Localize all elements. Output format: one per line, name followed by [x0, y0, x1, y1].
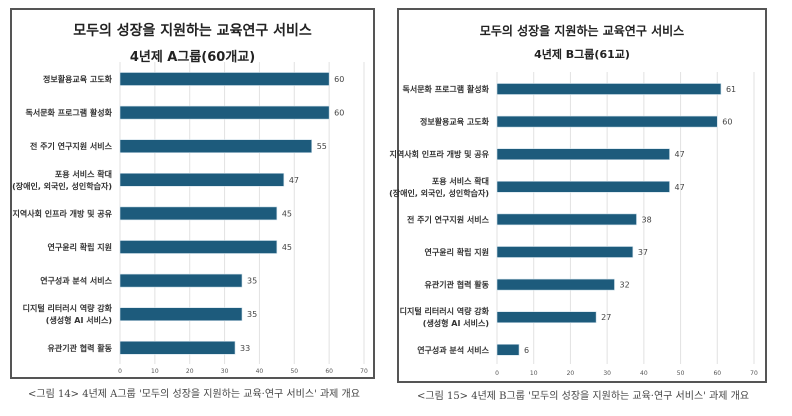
- chart-a-bar: [119, 173, 285, 187]
- chart-b-bar: [496, 311, 597, 324]
- chart-a-category-label: 지역사회 인프라 개방 및 공유: [13, 208, 113, 218]
- chart-b-caption: <그림 15> 4년제 B그룹 '모두의 성장을 지원하는 교육·연구 서비스'…: [417, 391, 750, 402]
- chart-a-data-label: 45: [282, 243, 292, 252]
- chart-a-bar: [119, 139, 313, 153]
- chart-a-bar: [119, 307, 243, 322]
- chart-b-x-tick-label: 0: [495, 370, 499, 377]
- chart-b-category-label: 연구성과 분석 서비스: [417, 345, 489, 355]
- chart-b-bar: [496, 246, 634, 258]
- chart-a-caption: <그림 14> 4년제 A그룹 '모두의 성장을 지원하는 교육·연구 서비스'…: [28, 389, 360, 400]
- chart-b-bar: [496, 278, 615, 291]
- chart-a-category-label: 연구성과 분석 서비스: [40, 276, 112, 286]
- chart-a-data-label: 47: [289, 176, 299, 185]
- chart-b-category-label: 유관기관 협력 활동: [425, 280, 490, 290]
- chart-a-x-tick-label: 10: [151, 368, 159, 375]
- chart-a-bar: [119, 72, 330, 86]
- chart-b-x-tick-label: 30: [603, 370, 611, 377]
- chart-a-category-label: 독서문화 프로그램 활성화: [25, 108, 112, 118]
- chart-a-data-label: 35: [247, 277, 257, 286]
- chart-b-x-tick-label: 60: [713, 370, 721, 377]
- chart-b-bar: [496, 213, 637, 226]
- chart-a-x-tick-label: 50: [290, 368, 298, 375]
- chart-b-x-tick-label: 10: [530, 370, 538, 377]
- chart-a-category-label: 디지털 리터러시 역량 강화: [23, 303, 113, 313]
- chart-a-bar: [119, 273, 243, 288]
- chart-b-data-label: 47: [675, 183, 685, 192]
- chart-b-x-tick-label: 70: [750, 370, 758, 377]
- chart-b-category-label: 정보활용교육 고도화: [420, 117, 490, 127]
- chart-a-x-tick-label: 60: [325, 368, 333, 375]
- chart-a-x-tick-label: 0: [118, 368, 122, 375]
- chart-b-data-label: 61: [726, 85, 736, 94]
- chart-a-bar: [119, 105, 330, 120]
- chart-a-x-tick-label: 30: [221, 368, 229, 375]
- chart-b-data-label: 37: [638, 248, 648, 257]
- chart-a-data-label: 35: [247, 310, 257, 319]
- chart-b-data-label: 27: [601, 313, 611, 322]
- chart-a-category-label: (생성형 AI 서비스): [46, 315, 112, 325]
- chart-a-category-label: (장애인, 외국인, 성인학습자): [12, 181, 112, 191]
- chart-a-category-label: 전 주기 연구지원 서비스: [30, 141, 113, 151]
- chart-a-data-label: 60: [334, 75, 344, 84]
- chart-a-x-tick-label: 40: [256, 368, 264, 375]
- chart-b-subtitle: 4년제 B그룹(61교): [534, 48, 630, 61]
- chart-a-bar: [119, 340, 236, 355]
- chart-b-data-label: 32: [619, 281, 629, 290]
- chart-b-x-tick-label: 50: [677, 370, 685, 377]
- chart-a-category-label: 정보활용교육 고도화: [43, 74, 113, 84]
- chart-b-data-label: 60: [722, 118, 732, 127]
- chart-b-data-label: 6: [524, 346, 529, 355]
- chart-b-bar: [496, 181, 670, 193]
- chart-b-x-tick-label: 20: [567, 370, 575, 377]
- chart-b-bar: [496, 115, 718, 128]
- chart-a-bar: [119, 240, 278, 254]
- chart-a-x-tick-label: 20: [186, 368, 194, 375]
- chart-a-data-label: 55: [317, 142, 327, 151]
- chart-a-bar: [119, 206, 278, 221]
- chart-a-category-label: 포용 서비스 확대: [55, 169, 112, 179]
- chart-a-title: 모두의 성장을 지원하는 교육연구 서비스: [73, 23, 312, 39]
- chart-a-data-label: 33: [240, 344, 250, 353]
- chart-a-x-tick-label: 70: [360, 368, 368, 375]
- chart-a-subtitle: 4년제 A그룹(60개교): [129, 50, 256, 65]
- chart-b-category-label: 포용 서비스 확대: [432, 176, 489, 186]
- chart-a-category-label: 연구윤리 확립 지원: [48, 242, 112, 252]
- chart-b-category-label: 전 주기 연구지원 서비스: [407, 214, 490, 224]
- chart-b-bar: [496, 343, 520, 356]
- chart-b-bar: [496, 148, 670, 160]
- chart-b-bar: [496, 83, 722, 95]
- chart-b-category-label: 지역사회 인프라 개방 및 공유: [390, 149, 490, 159]
- chart-a-category-label: 유관기관 협력 활동: [48, 343, 113, 353]
- chart-b-category-label: (생성형 AI 서비스): [423, 318, 489, 328]
- chart-b-category-label: 연구윤리 확립 지원: [425, 247, 489, 257]
- chart-a-data-label: 45: [282, 209, 292, 218]
- chart-b-x-tick-label: 40: [640, 370, 648, 377]
- chart-b-category-label: (장애인, 외국인, 성인학습자): [389, 188, 489, 198]
- chart-b-data-label: 47: [675, 150, 685, 159]
- chart-b-category-label: 디지털 리터러시 역량 강화: [400, 306, 490, 316]
- chart-b-category-label: 독서문화 프로그램 활성화: [402, 84, 489, 94]
- chart-b-title: 모두의 성장을 지원하는 교육연구 서비스: [479, 24, 685, 38]
- chart-a-data-label: 60: [334, 109, 344, 118]
- chart-b-data-label: 38: [642, 215, 652, 224]
